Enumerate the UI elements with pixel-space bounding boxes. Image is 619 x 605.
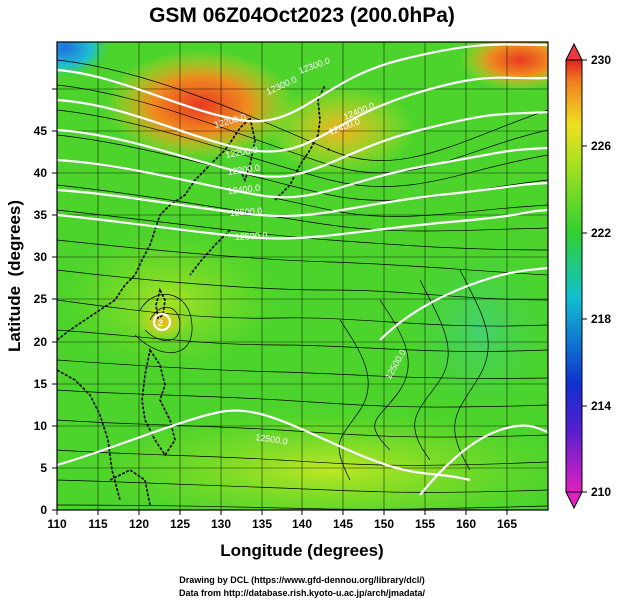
streamline bbox=[454, 269, 489, 471]
x-tick-label: 120 bbox=[129, 517, 149, 531]
warm-anomaly-northeast bbox=[460, 42, 548, 90]
colorbar-label: 210 bbox=[591, 485, 611, 499]
coastline-taiwan bbox=[155, 287, 166, 320]
height-contour bbox=[57, 181, 548, 218]
height-contour bbox=[57, 110, 548, 178]
height-contour bbox=[57, 146, 548, 199]
colorbar-gradient bbox=[565, 59, 583, 493]
cool-anomaly-northwest-corner bbox=[57, 42, 110, 78]
coastline-japan bbox=[274, 84, 326, 201]
y-tick-label: 15 bbox=[34, 377, 48, 391]
coastline-korea bbox=[239, 117, 256, 183]
contour-label: 12300.0 bbox=[227, 163, 261, 177]
x-tick-label: 135 bbox=[252, 517, 272, 531]
coastlines bbox=[57, 84, 326, 506]
colorbar-top-triangle bbox=[565, 42, 583, 61]
colorbar-label: 226 bbox=[591, 139, 611, 153]
streamline bbox=[57, 479, 548, 493]
axis-ticks bbox=[52, 88, 508, 515]
y-tick-label: 0 bbox=[40, 503, 47, 517]
x-tick-label: 155 bbox=[415, 517, 435, 531]
x-tick-label: 145 bbox=[333, 517, 353, 531]
coastline-ryukyu bbox=[189, 229, 231, 276]
colorbar-label: 222 bbox=[591, 226, 611, 240]
coastline-borneo bbox=[109, 469, 151, 506]
streamline bbox=[57, 84, 548, 174]
streamline bbox=[57, 239, 548, 276]
y-tick-label: 25 bbox=[34, 292, 48, 306]
colorbar-bottom-triangle bbox=[565, 491, 583, 510]
height-contour bbox=[379, 266, 548, 341]
streamline bbox=[57, 419, 548, 438]
y-tick-labels: 0 5 10 15 20 25 30 35 40 45 bbox=[34, 124, 48, 517]
credit-drawing: Drawing by DCL (https://www.gfd-dennou.o… bbox=[179, 575, 425, 585]
streamlines bbox=[57, 59, 548, 510]
contour-label: 12500.0 bbox=[229, 206, 262, 218]
x-tick-label: 160 bbox=[456, 517, 476, 531]
coastline-philippines bbox=[141, 347, 176, 457]
height-contour bbox=[57, 76, 548, 153]
contour-label: 12500.0 bbox=[255, 432, 289, 446]
streamline bbox=[57, 59, 548, 161]
teal-band-east bbox=[400, 240, 548, 420]
streamline bbox=[57, 504, 548, 510]
streamline bbox=[57, 389, 548, 408]
x-axis-label: Longitude (degrees) bbox=[220, 541, 383, 560]
colorbar: 230 226 222 218 214 210 bbox=[565, 42, 611, 510]
contour-label: 12400.0 bbox=[227, 183, 260, 196]
streamline bbox=[57, 299, 548, 327]
cyclone-label: 2 bbox=[158, 318, 163, 328]
streamline bbox=[57, 449, 548, 466]
lat-lon-grid bbox=[57, 42, 548, 510]
colorbar-label: 218 bbox=[591, 312, 611, 326]
warm-anomaly-northwest bbox=[105, 50, 295, 160]
y-tick-label: 20 bbox=[34, 335, 48, 349]
x-tick-label: 130 bbox=[211, 517, 231, 531]
height-contour bbox=[57, 208, 548, 240]
height-contour bbox=[57, 43, 548, 123]
y-axis-label: Latitude (degrees) bbox=[5, 200, 24, 352]
warm-spot-cyclone bbox=[137, 304, 187, 340]
streamline bbox=[57, 269, 548, 301]
x-tick-label: 125 bbox=[170, 517, 190, 531]
x-tick-label: 140 bbox=[292, 517, 312, 531]
height-contour bbox=[57, 409, 471, 482]
height-contour-cyclone bbox=[152, 312, 172, 332]
streamline bbox=[57, 329, 548, 352]
colorbar-label: 230 bbox=[591, 53, 611, 67]
y-tick-label: 5 bbox=[40, 461, 47, 475]
coastline-asia-mainland bbox=[57, 117, 251, 341]
y-tick-label: 40 bbox=[34, 166, 48, 180]
y-tick-label: 45 bbox=[34, 124, 48, 138]
coastline-indochina bbox=[57, 369, 121, 501]
credit-data: Data from http://database.rish.kyoto-u.a… bbox=[179, 588, 426, 598]
streamline bbox=[338, 319, 369, 481]
map-plot-area: 12200.0 12300.0 12400.0 12500.0 12200.0 … bbox=[57, 42, 548, 510]
y-tick-label: 30 bbox=[34, 250, 48, 264]
contour-label: 12500.0 bbox=[235, 230, 268, 242]
y-tick-label: 10 bbox=[34, 419, 48, 433]
x-tick-label: 115 bbox=[88, 517, 108, 531]
colorbar-label: 214 bbox=[591, 399, 611, 413]
tropical-yellow-zone bbox=[90, 410, 548, 510]
x-tick-labels: 110 115 120 125 130 135 140 145 150 155 … bbox=[47, 517, 517, 531]
x-tick-label: 110 bbox=[47, 517, 67, 531]
x-tick-label: 150 bbox=[374, 517, 394, 531]
streamline bbox=[57, 109, 548, 187]
streamline bbox=[414, 279, 449, 461]
figure-title: GSM 06Z04Oct2023 (200.0hPa) bbox=[149, 4, 455, 27]
y-tick-label: 35 bbox=[34, 208, 48, 222]
streamline bbox=[57, 184, 548, 232]
height-contours bbox=[57, 43, 548, 496]
streamline bbox=[57, 209, 548, 251]
x-tick-label: 165 bbox=[497, 517, 517, 531]
